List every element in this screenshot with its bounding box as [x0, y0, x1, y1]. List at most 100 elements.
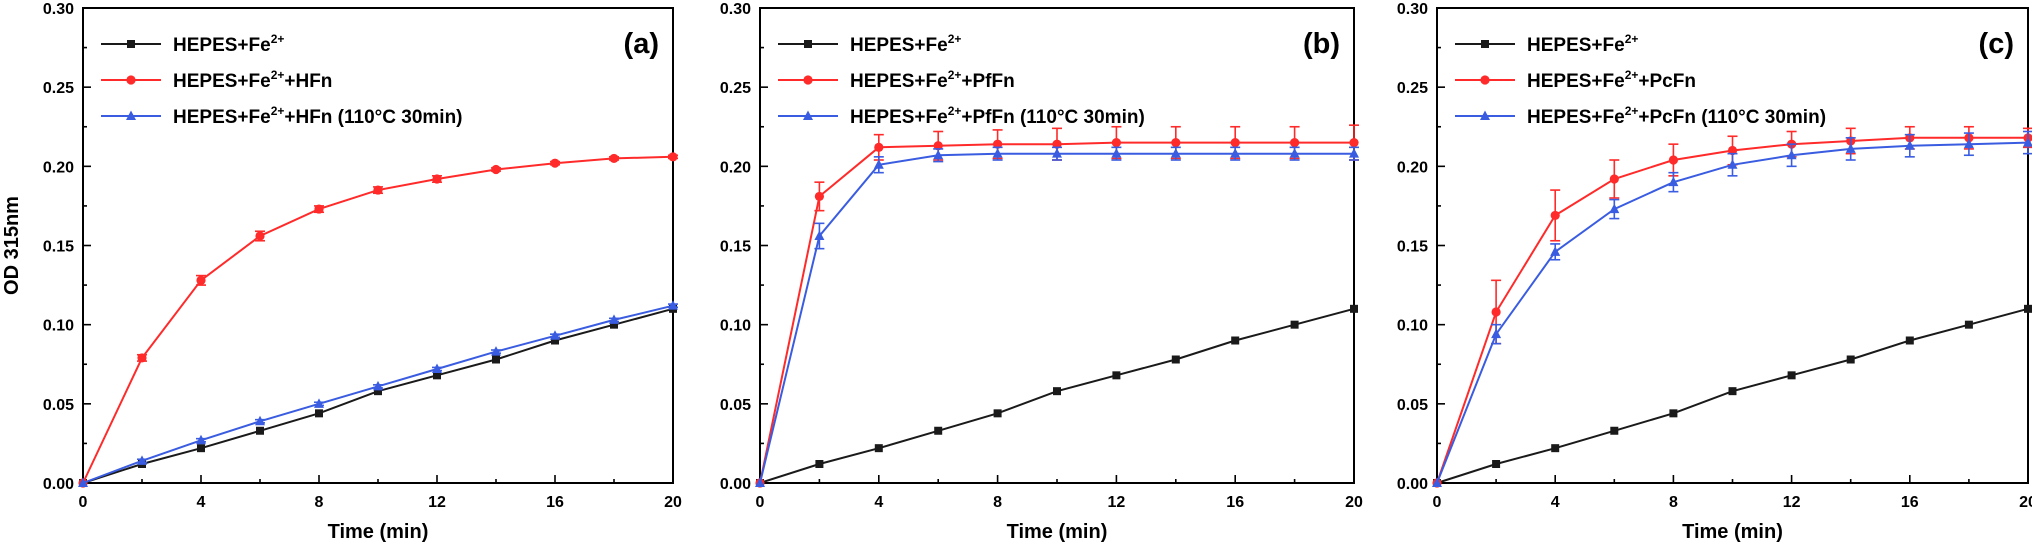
legend: HEPES+Fe2+ HEPES+Fe2++PfFn HEPES+Fe2++PfFn… [778, 32, 1145, 128]
data-point [1668, 176, 1679, 187]
x-tick-label: 0 [79, 494, 88, 511]
data-point [1290, 137, 1300, 148]
legend-label: HEPES+Fe2++PcFn (110°C 30min) [1527, 104, 1826, 128]
panel-label: (b) [1303, 28, 1340, 60]
data-point [1289, 148, 1300, 158]
data-point [196, 275, 206, 285]
data-point [993, 139, 1003, 149]
data-point [1609, 174, 1619, 184]
legend-marker [1480, 75, 1490, 85]
data-point [1491, 307, 1501, 317]
legend-marker [127, 40, 135, 48]
data-point [1170, 148, 1181, 158]
data-point [373, 380, 383, 391]
data-point [1728, 387, 1737, 396]
data-point [432, 363, 442, 373]
data-point [374, 387, 382, 396]
data-point [668, 152, 678, 162]
series-line [82, 307, 674, 484]
data-point [314, 204, 324, 214]
y-tick-label: 0.05 [1397, 397, 1428, 414]
chart-panel-2: 0 4 8 12 16 20 0.00 0.05 0.10 0.15 0.20 0.25 0.30 Tim… [720, 1, 1363, 543]
series-3 [1432, 130, 2032, 487]
data-point [814, 230, 825, 240]
data-point [1230, 148, 1241, 158]
data-point [1112, 371, 1121, 380]
data-point [1053, 387, 1061, 396]
x-tick-label: 4 [1551, 494, 1560, 511]
series-line [1436, 141, 2029, 484]
y-tick-label: 0.00 [720, 476, 751, 493]
data-point [491, 164, 501, 175]
x-tick-label: 20 [1345, 494, 1363, 511]
y-tick-label: 0.15 [720, 239, 751, 256]
data-point [491, 346, 501, 356]
x-tick-label: 0 [1433, 494, 1442, 511]
data-point [609, 314, 619, 324]
data-point [1111, 137, 1121, 148]
legend-marker [1481, 40, 1489, 48]
data-point [1550, 210, 1560, 221]
data-point [1668, 155, 1678, 165]
data-point [933, 149, 944, 160]
chart-panel-1: 0 4 8 12 16 20 0.00 0.05 0.10 0.15 0.20 0.25 0.30 Tim… [1, 1, 682, 543]
x-tick-label: 8 [315, 494, 324, 511]
data-point [433, 371, 441, 380]
legend-marker [803, 110, 813, 120]
data-point [1550, 246, 1561, 256]
data-point [1171, 137, 1181, 148]
data-point [1349, 148, 1359, 158]
legend-marker [803, 75, 813, 85]
data-point [315, 409, 323, 418]
data-point [1350, 304, 1358, 313]
data-point [551, 336, 559, 345]
y-tick-label: 0.10 [720, 318, 751, 335]
y-tick-label: 0.20 [43, 159, 74, 176]
y-tick-label: 0.05 [43, 397, 74, 414]
legend-label: HEPES+Fe2++PfFn [850, 68, 1015, 92]
legend: HEPES+Fe2+ HEPES+Fe2++PcFn HEPES+Fe2++PcFn… [1455, 32, 1826, 128]
data-point [1171, 355, 1180, 364]
legend-label: HEPES+Fe2+ [850, 32, 961, 56]
data-point [1231, 336, 1240, 345]
data-point [1727, 159, 1738, 169]
data-point [1349, 137, 1359, 148]
data-point [873, 159, 884, 169]
y-tick-label: 0.00 [1397, 476, 1428, 493]
plot-frame [82, 7, 674, 484]
data-point [2024, 304, 2032, 313]
data-point [1904, 140, 1915, 150]
y-tick-label: 0.30 [43, 1, 74, 18]
data-point [1052, 139, 1062, 149]
series-2 [1432, 125, 2032, 488]
legend: HEPES+Fe2+ HEPES+Fe2++HFn HEPES+Fe2++HFn (… [101, 32, 463, 128]
data-point [2023, 137, 2032, 147]
panel-label: (a) [624, 28, 659, 60]
y-tick-label: 0.25 [1397, 80, 1428, 97]
data-point [755, 477, 765, 487]
x-axis-title: Time (min) [328, 521, 429, 543]
y-tick-label: 0.30 [720, 1, 751, 18]
data-point [137, 353, 147, 363]
legend-label: HEPES+Fe2++HFn [173, 68, 332, 92]
data-point [196, 434, 206, 445]
x-tick-label: 4 [874, 494, 883, 511]
legend-label: HEPES+Fe2++PcFn [1527, 68, 1696, 92]
data-point [874, 142, 884, 152]
data-point [255, 231, 265, 241]
legend-label: HEPES+Fe2++HFn (110°C 30min) [173, 104, 463, 128]
data-point [1052, 148, 1062, 158]
data-point [550, 330, 560, 340]
data-point [1963, 138, 1974, 149]
data-point [1230, 137, 1240, 148]
data-point [1905, 336, 1914, 345]
series-2 [755, 124, 1359, 488]
series-line [759, 141, 1354, 484]
data-point [1610, 426, 1619, 435]
series-3 [755, 146, 1359, 487]
series-2 [78, 152, 678, 488]
x-tick-label: 8 [993, 494, 1002, 511]
legend-label: HEPES+Fe2++PfFn (110°C 30min) [850, 104, 1145, 128]
x-tick-label: 8 [1669, 494, 1678, 511]
